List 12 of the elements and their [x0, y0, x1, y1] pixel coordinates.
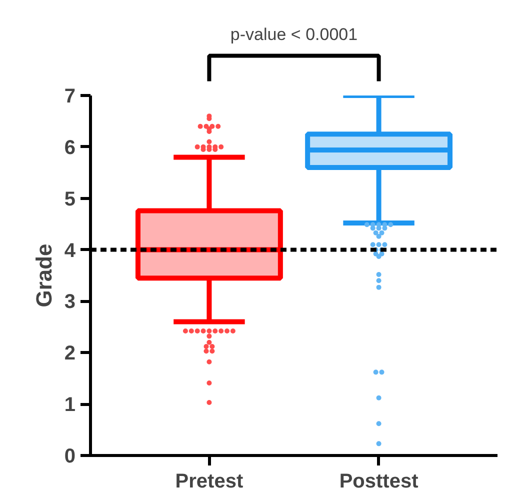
y-tick-label: 6	[64, 136, 76, 159]
y-tick-label: 5	[64, 188, 76, 210]
y-tick-label: 2	[64, 342, 76, 365]
text: p-value < 0.0001	[230, 25, 358, 44]
y-tick-label: 4	[64, 240, 76, 262]
x-tick-label: Pretest	[175, 470, 244, 492]
y-tick-label: 1	[64, 394, 76, 416]
y-axis-title: Grade	[31, 244, 56, 308]
y-tick-label: 7	[64, 86, 76, 108]
y-tick-label: 0	[64, 446, 76, 468]
x-tick-label: Posttest	[339, 470, 419, 492]
y-tick-label: 3	[64, 291, 76, 314]
